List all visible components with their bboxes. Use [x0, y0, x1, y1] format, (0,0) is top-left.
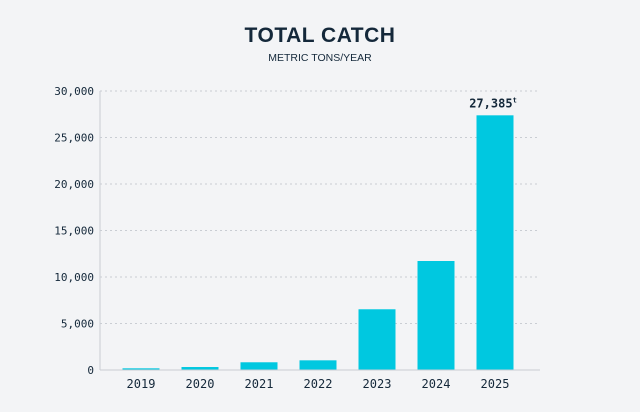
y-tick-label: 10,000 [54, 271, 94, 284]
bar-2024 [417, 261, 455, 370]
bar-value-unit: t [513, 96, 517, 104]
bar-2020 [181, 367, 219, 370]
bar-value-label: 27,385t [469, 96, 517, 110]
bar-2019 [122, 368, 160, 370]
y-tick-label: 30,000 [54, 85, 94, 98]
x-tick-label: 2023 [363, 377, 392, 391]
y-tick-label: 0 [87, 364, 94, 377]
bar-2021 [240, 362, 278, 370]
bar-2022 [299, 360, 337, 370]
chart-subtitle: METRIC TONS/YEAR [268, 52, 372, 64]
x-tick-label: 2020 [186, 377, 215, 391]
bar-2025 [476, 115, 514, 371]
y-tick-label: 15,000 [54, 225, 94, 238]
y-tick-label: 20,000 [54, 178, 94, 191]
bar-2023 [358, 309, 396, 370]
x-tick-label: 2022 [304, 377, 333, 391]
x-tick-label: 2025 [481, 377, 510, 391]
y-tick-label: 5,000 [61, 318, 94, 331]
y-tick-label: 25,000 [54, 132, 94, 145]
bar-value: 27,385 [469, 96, 512, 110]
x-tick-label: 2019 [127, 377, 156, 391]
x-tick-label: 2024 [422, 377, 451, 391]
chart-title: TOTAL CATCH [244, 24, 396, 47]
x-tick-label: 2021 [245, 377, 274, 391]
